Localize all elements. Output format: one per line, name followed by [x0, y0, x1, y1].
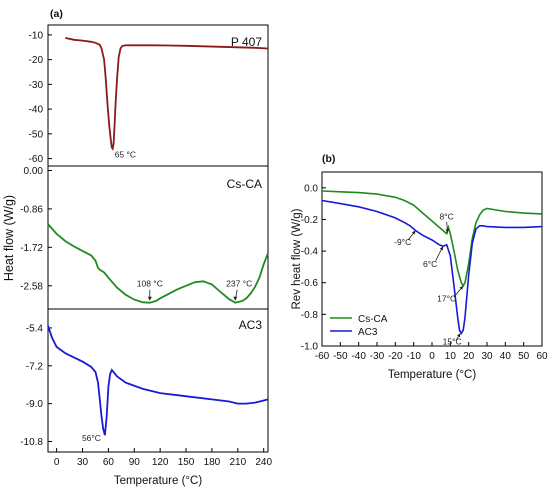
annotation-65c: 65 °C — [115, 150, 136, 160]
y-tick-label: 0.00 — [24, 166, 44, 177]
y-tick-label: -60 — [29, 154, 44, 165]
annotation-8c: 8°C — [440, 211, 454, 221]
y-tick-label: -50 — [29, 129, 44, 140]
arrow-head — [445, 229, 450, 233]
subplot-ac3: -5.4 -7.2 -9.0 -10.8 AC3 56°C — [20, 318, 269, 448]
x-tick-label: 120 — [152, 457, 169, 468]
sample-label: AC3 — [239, 318, 263, 332]
x-tick-label: 40 — [500, 351, 512, 362]
x-tick-label: 90 — [129, 457, 141, 468]
y-tick-label: -5.4 — [26, 323, 44, 334]
y-tick-label: -9.0 — [26, 399, 44, 410]
x-tick-label: 30 — [481, 351, 493, 362]
y-tick-label: 0.0 — [304, 183, 318, 194]
annotation-56c: 56°C — [82, 433, 101, 443]
panel-b-plot: 0.0 -0.2 -0.4 -0.6 -0.8 -1.0-60 -50 -40 -30 -20 -1… — [301, 183, 548, 362]
series-line-cs-ca — [321, 190, 543, 288]
arrow-head — [147, 296, 152, 301]
series-line-ac3 — [321, 199, 543, 335]
y-tick-label: -10.8 — [20, 437, 43, 448]
y-tick-label: -0.2 — [301, 215, 319, 226]
panel-b-legend: Cs-CA AC3 — [330, 314, 388, 338]
x-tick-label: 60 — [103, 457, 115, 468]
annotation-minus-9c: -9°C — [394, 237, 411, 247]
arrow-head — [459, 285, 464, 290]
x-tick-label: -10 — [406, 351, 421, 362]
x-tick-label: 180 — [204, 457, 221, 468]
x-tick-label: -40 — [351, 351, 366, 362]
series-line — [47, 223, 269, 304]
y-tick-label: -1.0 — [301, 342, 319, 353]
arrow-head — [411, 230, 416, 235]
arrow-head — [457, 333, 461, 338]
x-tick-label: 60 — [536, 351, 548, 362]
series-line — [47, 325, 269, 436]
subplot-p407: -10 -20 -30 -40 -50 -60 P 407 65 °C — [29, 30, 269, 165]
panel-a-frame — [47, 24, 269, 453]
y-tick-label: -1.72 — [20, 243, 43, 254]
annotation-6c: 6°C — [423, 259, 437, 269]
subplot-cs-ca: 0.00 -0.86 -1.72 -2.58 Cs-CA 108 °C 237 °C — [20, 166, 269, 304]
y-tick-label: -30 — [29, 80, 44, 91]
y-tick-label: -10 — [29, 30, 44, 41]
x-tick-label: 30 — [77, 457, 89, 468]
x-tick-label: -60 — [315, 351, 330, 362]
x-tick-label: -50 — [333, 351, 348, 362]
panel-a: -10 -20 -30 -40 -50 -60 P 407 65 °C 0.00 -0.86 -1… — [2, 24, 272, 487]
y-tick-label: -0.4 — [301, 247, 319, 258]
panel-a-label: (a) — [50, 8, 63, 20]
panel-b: 0.0 -0.2 -0.4 -0.6 -0.8 -1.0-60 -50 -40 -30 -20 -1… — [291, 171, 548, 381]
x-tick-label: 0 — [429, 351, 435, 362]
x-tick-label: 0 — [54, 457, 60, 468]
x-tick-label: 50 — [518, 351, 530, 362]
legend-label-cs-ca: Cs-CA — [358, 314, 388, 325]
panel-b-label: (b) — [322, 153, 335, 165]
x-tick-label: -30 — [370, 351, 385, 362]
x-tick-label: 240 — [255, 457, 272, 468]
annotation-108c: 108 °C — [137, 279, 163, 289]
y-tick-label: -0.86 — [20, 204, 43, 215]
annotation-15c: 15°C — [443, 336, 462, 346]
x-tick-label: 150 — [178, 457, 195, 468]
panel-a-y-axis-title: Heat flow (W/g) — [2, 195, 16, 281]
panel-b-y-axis-title: Rev heat flow (W/g) — [291, 208, 303, 309]
y-tick-label: -40 — [29, 105, 44, 116]
y-tick-label: -0.6 — [301, 278, 319, 289]
annotation-17c: 17°C — [437, 294, 456, 304]
panel-a-x-axis: 0 30 60 90 120 150 180 210 240 — [54, 448, 272, 468]
y-tick-label: -7.2 — [26, 361, 44, 372]
x-tick-label: 210 — [229, 457, 246, 468]
annotation-237c: 237 °C — [226, 279, 252, 289]
x-tick-label: -20 — [388, 351, 403, 362]
sample-label: P 407 — [231, 35, 262, 49]
y-tick-label: -20 — [29, 55, 44, 66]
x-tick-label: 20 — [463, 351, 475, 362]
x-tick-label: 10 — [445, 351, 457, 362]
y-tick-label: -0.8 — [301, 310, 319, 321]
series-line — [65, 37, 269, 152]
y-tick-label: -2.58 — [20, 281, 43, 292]
panel-a-x-axis-title: Temperature (°C) — [114, 475, 202, 487]
panel-b-x-axis-title: Temperature (°C) — [388, 369, 476, 381]
arrow-head — [439, 246, 443, 251]
sample-label: Cs-CA — [227, 177, 262, 191]
legend-label-ac3: AC3 — [358, 327, 378, 338]
arrow-head — [233, 296, 238, 301]
